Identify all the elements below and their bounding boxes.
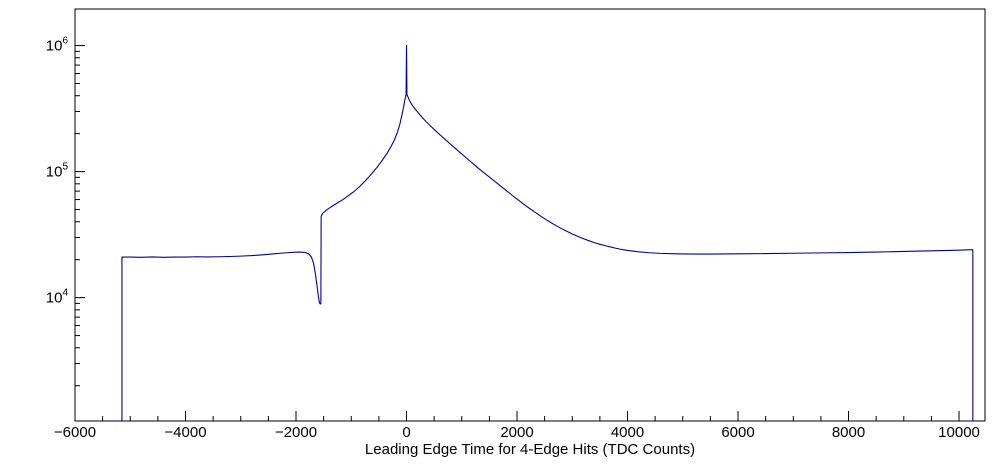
histogram-line xyxy=(121,45,974,421)
x-tick-label: −4000 xyxy=(164,424,206,441)
y-tick-label: 106 xyxy=(46,36,69,55)
x-axis-title: Leading Edge Time for 4-Edge Hits (TDC C… xyxy=(364,441,696,458)
x-tick-label: 6000 xyxy=(721,424,754,441)
x-tick-label: 0 xyxy=(402,424,410,441)
y-tick-label: 104 xyxy=(46,288,69,307)
x-tick-label: 2000 xyxy=(500,424,533,441)
x-tick-label: −2000 xyxy=(275,424,317,441)
plot-frame xyxy=(74,8,986,422)
x-tick-label: 8000 xyxy=(832,424,865,441)
x-tick-label: 10000 xyxy=(938,424,980,441)
y-tick-label: 105 xyxy=(46,162,69,181)
x-tick-label: −6000 xyxy=(54,424,96,441)
x-tick-label: 4000 xyxy=(611,424,644,441)
